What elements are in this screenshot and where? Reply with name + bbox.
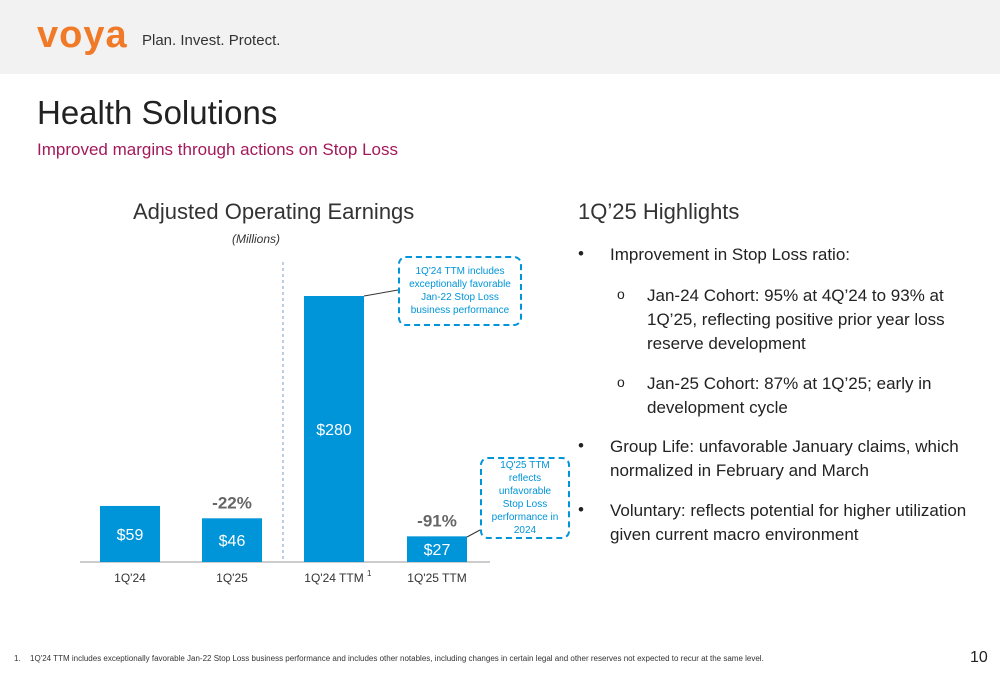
callout-connector: [466, 529, 481, 538]
bar-value-label: $59: [117, 527, 144, 544]
bullet-marker: •: [578, 436, 584, 455]
bullet-marker: •: [578, 244, 584, 263]
footnote: 1Q'24 TTM includes exceptionally favorab…: [30, 654, 764, 663]
callout-1q25-ttm: 1Q'25 TTM reflects unfavorable Stop Loss…: [480, 457, 570, 539]
bar-3: [407, 536, 467, 562]
x-tick-label: 1Q'25: [216, 571, 248, 585]
change-label: -22%: [212, 493, 252, 512]
bar-value-label: $27: [424, 542, 451, 559]
highlight-item: Voluntary: reflects potential for higher…: [610, 501, 967, 544]
x-tick-label: 1Q'24: [114, 571, 146, 585]
header-bar: voya Plan. Invest. Protect.: [0, 0, 1000, 74]
page-subtitle: Improved margins through actions on Stop…: [37, 140, 398, 159]
x-tick-label: 1Q'24 TTM: [304, 571, 363, 585]
bullet-marker: •: [578, 500, 584, 519]
callout-text: 1Q'24 TTM includes exceptionally favorab…: [409, 266, 511, 316]
callout-1q24-ttm: 1Q'24 TTM includes exceptionally favorab…: [398, 256, 522, 326]
footnote-marker: 1: [367, 569, 372, 578]
highlights-title: 1Q’25 Highlights: [578, 199, 740, 224]
sub-bullet-marker: o: [617, 374, 625, 390]
chart-title: Adjusted Operating Earnings: [133, 199, 415, 224]
sub-bullet-marker: o: [617, 286, 625, 302]
voya-logo: voya: [37, 14, 128, 56]
page-title: Health Solutions: [37, 94, 278, 131]
bar-0: [100, 505, 160, 562]
bar-1: [202, 518, 262, 562]
bar-value-label: $280: [316, 422, 352, 439]
highlight-item: Group Life: unfavorable January claims, …: [610, 437, 959, 480]
page-number: 10: [970, 649, 988, 666]
highlight-subitem: Jan-24 Cohort: 95% at 4Q’24 to 93% at 1Q…: [647, 286, 945, 353]
x-tick-label: 1Q'25 TTM: [407, 571, 466, 585]
change-label: -91%: [417, 511, 457, 530]
callout-connector: [363, 289, 399, 297]
highlight-subitem: Jan-25 Cohort: 87% at 1Q’25; early in de…: [647, 374, 932, 417]
footnote-number: 1.: [14, 654, 21, 663]
tagline: Plan. Invest. Protect.: [142, 32, 281, 49]
highlight-item: Improvement in Stop Loss ratio:: [610, 245, 851, 264]
callout-text: 1Q'25 TTM reflects unfavorable Stop Loss…: [491, 460, 559, 536]
chart-units-label: (Millions): [232, 232, 280, 246]
bar-2: [304, 296, 364, 562]
bar-value-label: $46: [219, 533, 246, 550]
